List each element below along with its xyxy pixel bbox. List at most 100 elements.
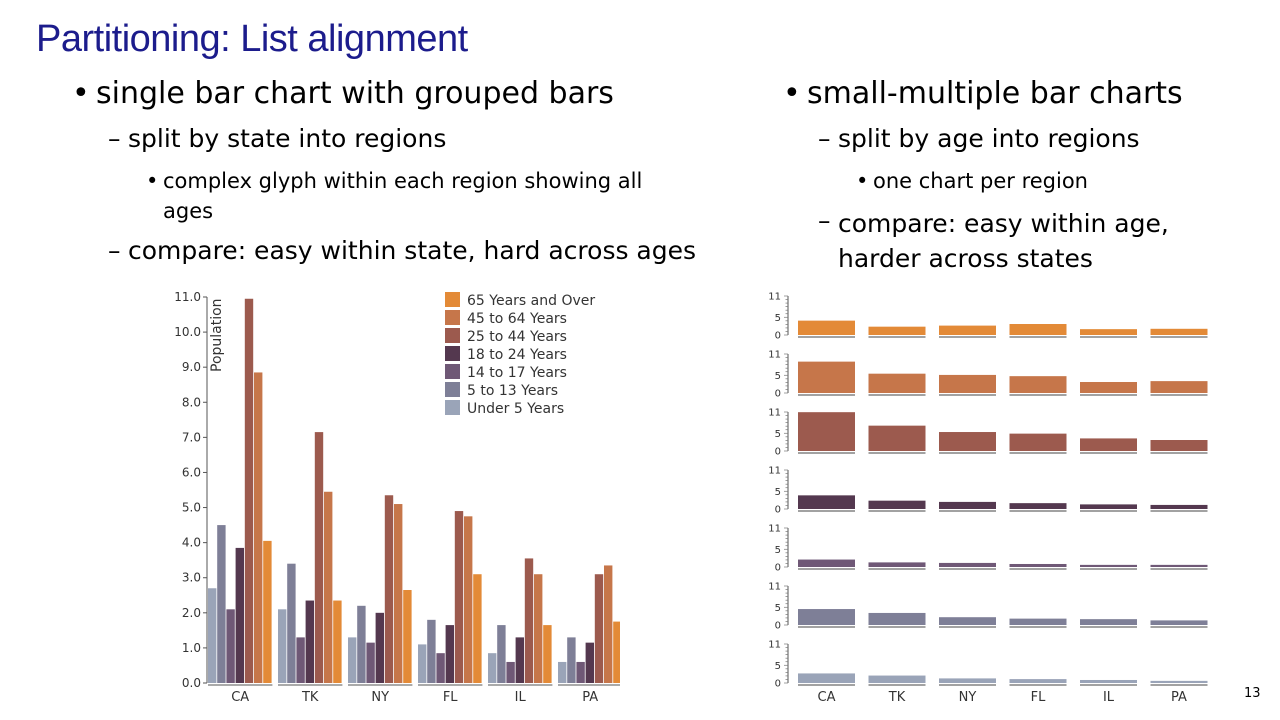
bar [798,673,855,683]
bar [798,609,855,625]
bar [1150,381,1208,393]
x-tick-label: NY [959,690,977,705]
legend-label: Under 5 Years [467,401,564,417]
bar [543,625,552,683]
y-tick-label: 5.0 [182,501,201,515]
bar [278,609,287,683]
bar [506,661,515,683]
bar [868,425,926,451]
bar [1080,679,1137,683]
bar [604,565,613,683]
dash-marker: – [818,206,831,235]
left-sub2: compare: easy within state, hard across … [128,236,697,265]
bar [1009,563,1067,567]
legend-label: 25 to 44 Years [467,329,567,345]
legend-swatch [445,292,460,307]
bar [524,558,534,683]
bar [1080,564,1137,567]
bar [208,588,217,683]
bar [1009,679,1067,683]
panel-y-label: 5 [775,313,781,324]
bar [1080,619,1137,625]
x-tick-label: PA [1171,690,1187,705]
bar [324,491,333,683]
legend-label: 18 to 24 Years [467,347,567,363]
x-tick-label: IL [1103,690,1115,705]
grouped-bar-chart: 0.0 1.0 2.0 3.0 4.0 5.0 6.0 7.0 8.0 9.0 10.0 11.0 Po… [174,290,620,705]
bar [1150,620,1208,625]
bar [497,625,506,683]
bar [226,609,235,683]
bar [798,320,855,335]
panel-y-label: 0 [775,447,781,458]
bar [939,562,996,567]
bar [534,574,543,683]
bar [427,619,436,683]
panel-y-label: 0 [775,679,781,690]
bar [1080,438,1137,451]
bullet-dot: • [146,169,159,193]
y-tick-label: 0.0 [182,676,201,690]
x-tick-label: FL [443,690,458,705]
bar [1009,618,1067,625]
legend-swatch [445,364,460,379]
panel-y-label: 11 [768,466,781,477]
bar [1009,324,1067,335]
bar [244,298,254,683]
x-tick-label: CA [818,690,836,705]
bar [296,637,305,683]
bar [868,612,926,625]
bar [357,605,366,683]
bar [235,547,244,683]
bar [798,361,855,393]
dash-marker: – [818,124,831,153]
bar [558,661,567,683]
legend-label: 65 Years and Over [467,293,595,309]
left-sub1: split by state into regions [128,124,447,153]
bullet-dot: • [783,76,801,111]
bar [1009,433,1067,451]
bullet-dot: • [72,76,90,111]
bar [939,501,996,509]
x-tick-label: TK [301,690,319,705]
y-tick-label: 1.0 [182,641,201,655]
panel-y-label: 0 [775,331,781,342]
panel-y-label: 11 [768,524,781,535]
slide-title: Partitioning: List alignment [36,18,468,60]
bar [436,653,445,683]
x-tick-label: PA [582,690,598,705]
page-number: 13 [1244,686,1261,701]
bar [576,661,585,683]
bar [217,525,226,683]
bar [868,675,926,683]
bar [1009,376,1067,393]
legend-label: 5 to 13 Years [467,383,558,399]
bar [1009,503,1067,509]
bar [287,563,296,683]
bar [868,562,926,567]
bar [473,574,482,683]
y-axis-label: Population [209,298,225,372]
left-sub1-detail: complex glyph within each region showing… [163,169,643,223]
y-tick-label: 9.0 [182,360,201,374]
panel-y-label: 5 [775,371,781,382]
bar [868,326,926,335]
bar [1080,504,1137,509]
bar [263,540,272,683]
panel-y-label: 5 [775,429,781,440]
bar [939,432,996,451]
panel-y-label: 0 [775,621,781,632]
right-sub1: split by age into regions [838,124,1140,153]
bar [403,590,412,683]
bullet-dot: • [856,169,869,193]
panel-y-label: 5 [775,661,781,672]
bar [798,559,855,567]
y-tick-label: 7.0 [182,430,201,444]
bar [1080,329,1137,335]
panel-y-label: 0 [775,563,781,574]
bar [445,625,454,683]
bar [254,372,263,683]
bar [333,600,342,683]
bar [868,373,926,393]
legend-swatch [445,382,460,397]
